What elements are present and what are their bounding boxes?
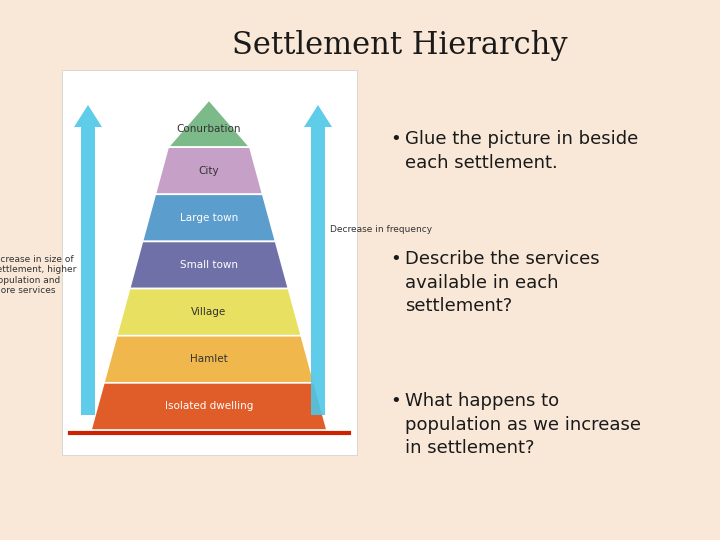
Text: Describe the services
available in each
settlement?: Describe the services available in each … [405,250,600,315]
Polygon shape [117,288,301,336]
Polygon shape [74,105,102,415]
Text: •: • [390,392,401,410]
Polygon shape [104,336,314,383]
Text: Glue the picture in beside
each settlement.: Glue the picture in beside each settleme… [405,130,638,172]
Text: Conurbation: Conurbation [176,124,241,134]
Text: What happens to
population as we increase
in settlement?: What happens to population as we increas… [405,392,641,457]
Text: •: • [390,250,401,268]
Text: Large town: Large town [180,213,238,223]
Polygon shape [156,147,263,194]
Text: •: • [390,130,401,148]
Text: Settlement Hierarchy: Settlement Hierarchy [232,30,568,61]
Polygon shape [304,105,332,415]
Polygon shape [130,241,289,288]
Text: Isolated dwelling: Isolated dwelling [165,401,253,411]
Text: Decrease in frequency: Decrease in frequency [330,226,432,234]
FancyBboxPatch shape [62,70,357,455]
Polygon shape [91,383,327,430]
Polygon shape [168,100,250,147]
Text: Hamlet: Hamlet [190,354,228,364]
Text: Increase in size of
settlement, higher
population and
more services: Increase in size of settlement, higher p… [0,255,76,295]
Text: Village: Village [192,307,227,317]
Polygon shape [143,194,276,241]
Text: City: City [199,166,220,176]
Text: Small town: Small town [180,260,238,270]
